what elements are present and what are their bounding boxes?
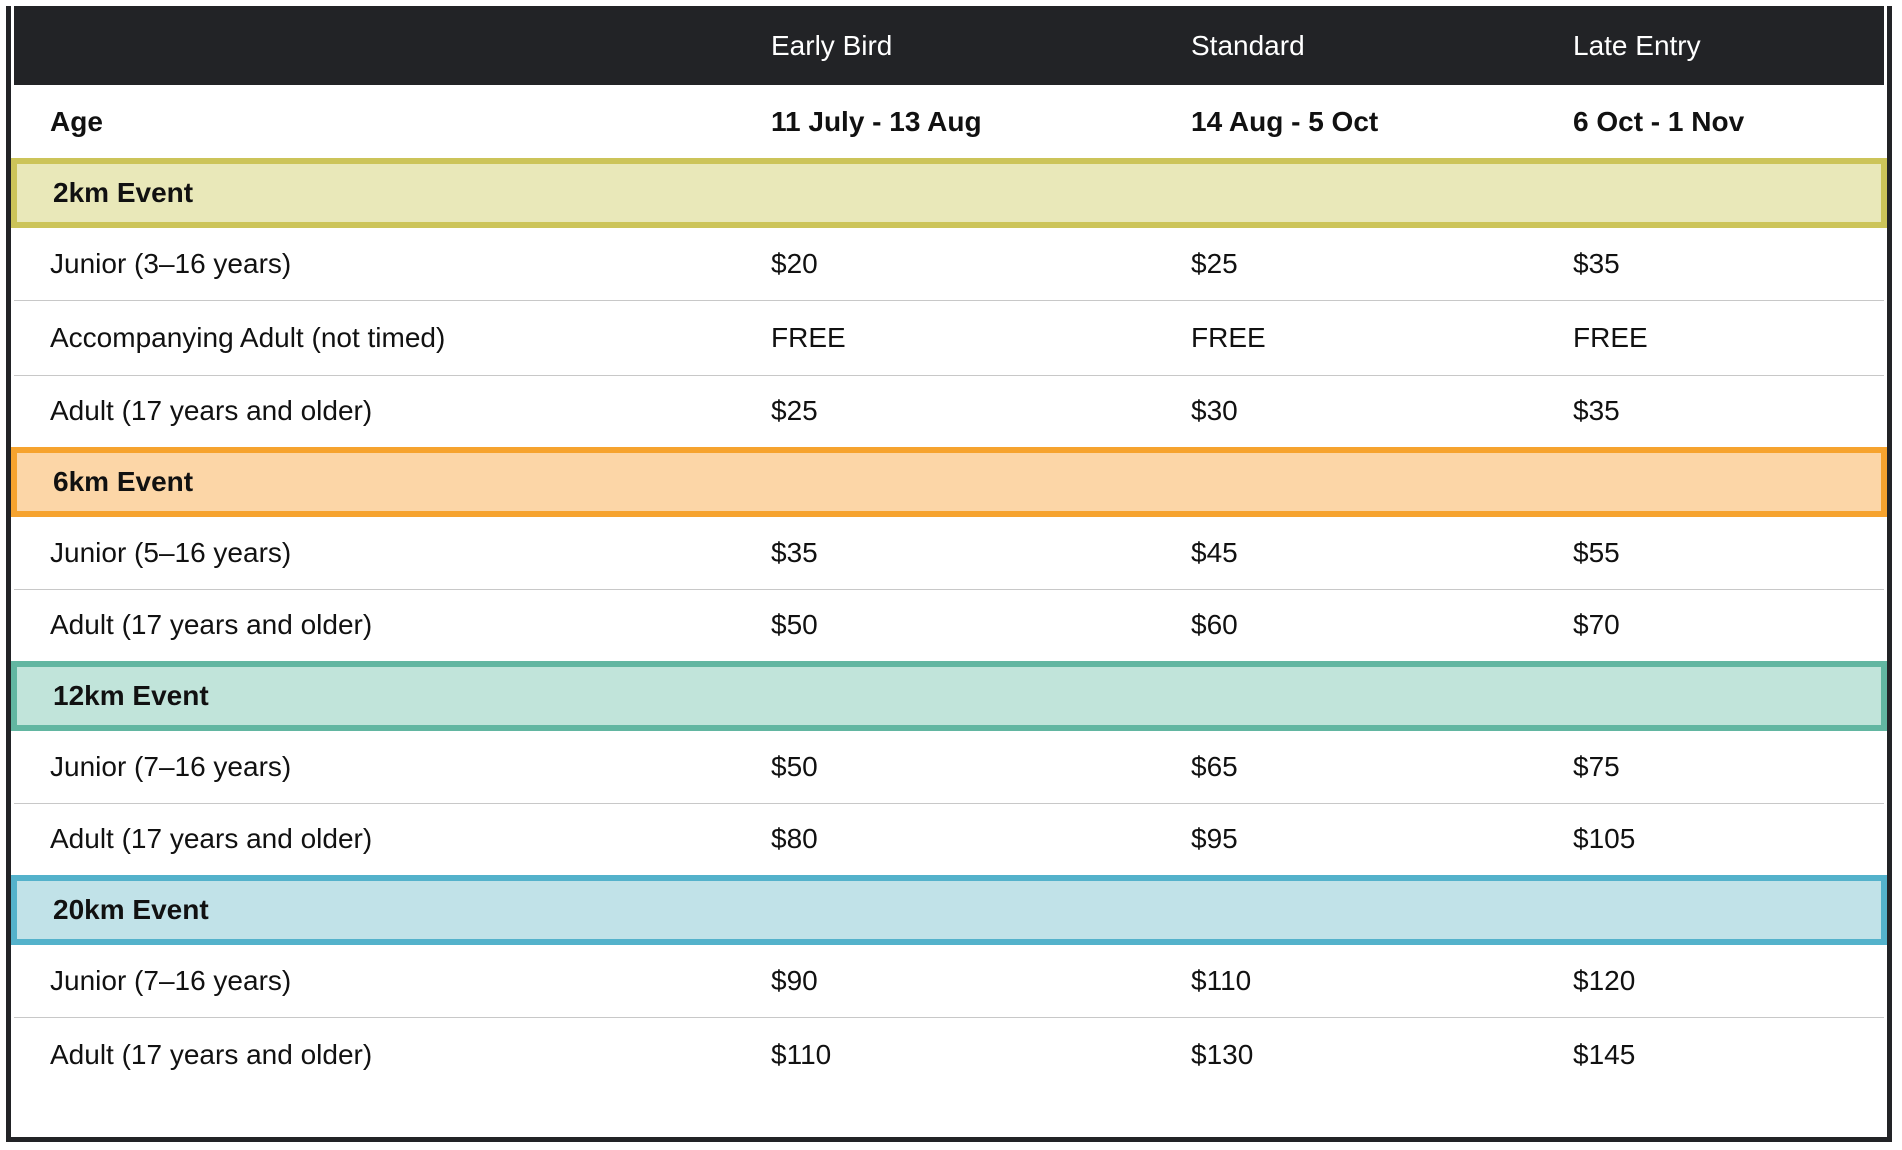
- group-fill: [735, 158, 1155, 228]
- group-fill: [735, 875, 1155, 945]
- table-row: Junior (5–16 years) $35 $45 $55: [14, 514, 1884, 589]
- late-price-cell: $75: [1573, 750, 1620, 782]
- header-late-entry: Late Entry: [1573, 29, 1701, 61]
- table-header-row: Early Bird Standard Late Entry: [14, 6, 1884, 85]
- age-cell: Adult (17 years and older): [50, 609, 373, 641]
- standard-price-cell: $25: [1191, 247, 1238, 279]
- subheader-standard-dates: 14 Aug - 5 Oct: [1191, 105, 1379, 137]
- group-fill: [1537, 661, 1887, 731]
- group-fill: [735, 661, 1155, 731]
- subheader-early-dates: 11 July - 13 Aug: [771, 105, 982, 137]
- table-row: Junior (7–16 years) $50 $65 $75: [14, 728, 1884, 803]
- group-title: 12km Event: [11, 661, 735, 731]
- age-cell: Junior (5–16 years): [50, 536, 292, 568]
- age-cell: Adult (17 years and older): [50, 823, 373, 855]
- table-subheader-row: Age 11 July - 13 Aug 14 Aug - 5 Oct 6 Oc…: [14, 85, 1884, 161]
- late-price-cell: $35: [1573, 247, 1620, 279]
- group-fill: [1155, 875, 1537, 945]
- early-price-cell: $90: [771, 964, 818, 996]
- late-price-cell: $70: [1573, 609, 1620, 641]
- group-title: 20km Event: [11, 875, 735, 945]
- group-fill: [1537, 158, 1887, 228]
- group-header-12km: 12km Event: [11, 661, 1887, 731]
- early-price-cell: $110: [771, 1038, 832, 1070]
- group-title: 2km Event: [11, 158, 735, 228]
- group-fill: [1537, 447, 1887, 517]
- age-cell: Junior (7–16 years): [50, 750, 292, 782]
- group-title: 6km Event: [11, 447, 735, 517]
- header-early-bird: Early Bird: [771, 29, 893, 61]
- early-price-cell: $50: [771, 609, 818, 641]
- standard-price-cell: FREE: [1191, 321, 1266, 353]
- pricing-table: Early Bird Standard Late Entry Age 11 Ju…: [11, 6, 1887, 1092]
- pricing-table-frame: Early Bird Standard Late Entry Age 11 Ju…: [6, 6, 1892, 1142]
- early-price-cell: $25: [771, 395, 818, 427]
- early-price-cell: $35: [771, 536, 818, 568]
- table-row: Adult (17 years and older) $25 $30 $35: [14, 375, 1884, 450]
- group-fill: [1155, 158, 1537, 228]
- age-cell: Adult (17 years and older): [50, 395, 373, 427]
- early-price-cell: FREE: [771, 321, 846, 353]
- table-row: Adult (17 years and older) $110 $130 $14…: [14, 1017, 1884, 1092]
- standard-price-cell: $65: [1191, 750, 1238, 782]
- subheader-age: Age: [50, 105, 103, 137]
- late-price-cell: $55: [1573, 536, 1620, 568]
- late-price-cell: $105: [1573, 823, 1636, 855]
- early-price-cell: $80: [771, 823, 818, 855]
- group-fill: [735, 447, 1155, 517]
- standard-price-cell: $110: [1191, 964, 1252, 996]
- group-header-2km: 2km Event: [11, 158, 1887, 228]
- age-cell: Accompanying Adult (not timed): [50, 321, 446, 353]
- late-price-cell: FREE: [1573, 321, 1648, 353]
- standard-price-cell: $60: [1191, 609, 1238, 641]
- age-cell: Junior (7–16 years): [50, 964, 292, 996]
- standard-price-cell: $30: [1191, 395, 1238, 427]
- group-header-6km: 6km Event: [11, 447, 1887, 517]
- table-row: Adult (17 years and older) $50 $60 $70: [14, 589, 1884, 664]
- header-blank-cell: [14, 6, 735, 85]
- table-row: Junior (3–16 years) $20 $25 $35: [14, 225, 1884, 300]
- standard-price-cell: $45: [1191, 536, 1238, 568]
- standard-price-cell: $130: [1191, 1038, 1254, 1070]
- age-cell: Junior (3–16 years): [50, 247, 292, 279]
- late-price-cell: $120: [1573, 964, 1636, 996]
- group-fill: [1155, 447, 1537, 517]
- early-price-cell: $20: [771, 247, 818, 279]
- header-standard: Standard: [1191, 29, 1305, 61]
- subheader-late-dates: 6 Oct - 1 Nov: [1573, 105, 1745, 137]
- age-cell: Adult (17 years and older): [50, 1038, 373, 1070]
- standard-price-cell: $95: [1191, 823, 1238, 855]
- group-header-20km: 20km Event: [11, 875, 1887, 945]
- early-price-cell: $50: [771, 750, 818, 782]
- table-row: Junior (7–16 years) $90 $110 $120: [14, 942, 1884, 1017]
- group-fill: [1155, 661, 1537, 731]
- late-price-cell: $35: [1573, 395, 1620, 427]
- late-price-cell: $145: [1573, 1038, 1636, 1070]
- table-row: Accompanying Adult (not timed) FREE FREE…: [14, 300, 1884, 375]
- group-fill: [1537, 875, 1887, 945]
- table-row: Adult (17 years and older) $80 $95 $105: [14, 803, 1884, 878]
